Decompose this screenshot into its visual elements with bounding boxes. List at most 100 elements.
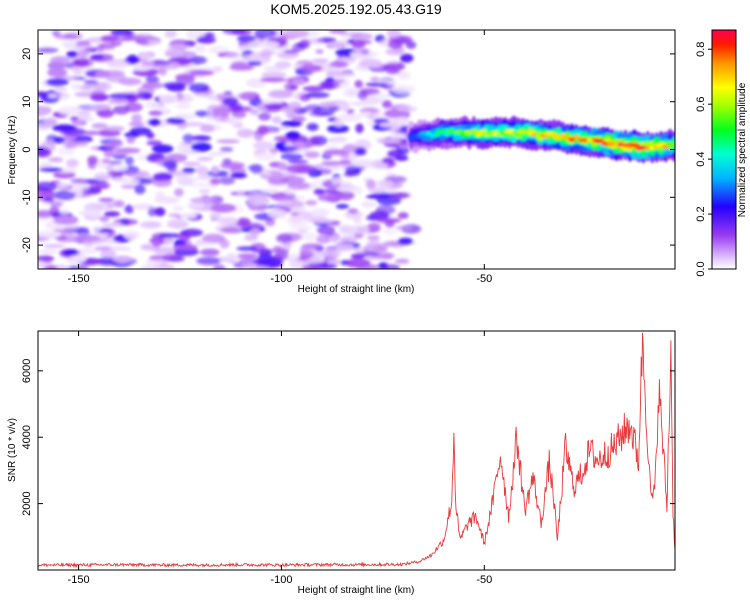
noise-blob [325,144,340,150]
snr-series-line [38,332,675,569]
noise-blob [196,156,214,162]
noise-blob [337,113,362,122]
noise-blob [105,165,115,172]
noise-blob [219,176,235,185]
noise-blob [42,140,56,150]
noise-blob [109,246,132,251]
noise-blob [131,113,143,124]
spectrogram-y-axis-label: Frequency (Hz) [7,116,18,185]
noise-blob [260,50,273,58]
noise-blob [213,264,226,269]
noise-blob [71,57,94,68]
noise-blob [266,127,276,133]
noise-blob [351,40,366,49]
noise-blob [101,222,125,228]
noise-blob [265,219,276,227]
noise-blob [197,175,212,180]
noise-blob [350,253,365,260]
noise-blob [375,204,396,215]
noise-blob [350,101,367,106]
noise-blob [373,118,390,124]
noise-blob [175,102,192,110]
spectrogram-signal-ridge [406,115,675,164]
noise-blob [288,224,313,231]
noise-blob [351,159,378,168]
noise-blob [174,175,199,184]
noise-blob [400,53,414,63]
noise-blob [382,100,392,109]
noise-blob [39,167,64,172]
noise-blob [236,92,257,101]
noise-blob [387,150,403,158]
noise-blob [38,124,52,130]
noise-blob [108,160,123,166]
y-tick-label: 20 [21,48,33,60]
noise-blob [384,109,405,118]
noise-blob [249,227,261,236]
noise-blob [49,206,60,216]
noise-blob [57,147,76,156]
noise-blob [330,41,343,48]
noise-blob [164,49,183,58]
noise-blob [361,143,373,149]
noise-blob [198,188,211,194]
noise-blob [283,49,300,54]
noise-blob [330,136,348,143]
noise-blob [185,30,206,39]
noise-blob [385,48,406,56]
noise-blob [395,225,413,231]
noise-blob [182,167,196,173]
noise-blob [378,179,394,188]
noise-blob [128,121,145,127]
noise-blob [154,207,166,217]
noise-blob [219,238,230,249]
noise-blob [257,41,280,49]
noise-blob [112,105,130,115]
noise-blob [147,118,162,126]
noise-blob [397,212,409,219]
noise-blob [285,112,296,119]
noise-blob [133,33,154,39]
noise-blob [366,241,378,249]
noise-blob [144,39,162,45]
noise-blob [125,30,135,37]
noise-blob [123,230,140,240]
noise-blob [49,201,63,208]
noise-blob [321,160,344,167]
colorbar: 0.0 0.2 0.4 0.6 0.8 Normalized spectral ampl… [695,29,748,277]
noise-blob [359,111,372,117]
noise-blob [191,135,212,142]
spectrogram-noise-layer [38,30,422,269]
noise-blob [229,64,255,71]
noise-blob [38,210,54,218]
x-tick-label: -100 [270,574,292,586]
noise-blob [200,124,215,133]
noise-blob [261,188,280,194]
noise-blob [87,155,98,166]
noise-blob [119,218,130,226]
noise-blob [95,70,111,78]
noise-blob [308,208,330,217]
noise-blob [244,234,259,242]
noise-blob [59,209,70,216]
noise-blob [174,188,184,197]
noise-blob [69,116,79,121]
noise-blob [187,182,212,187]
noise-blob [290,211,299,217]
noise-blob [397,105,418,113]
colorbar-label: Normalized spectral amplitude [737,82,748,217]
noise-blob [48,157,64,163]
noise-blob [176,144,190,153]
noise-blob [227,117,242,126]
noise-blob [354,80,364,89]
noise-blob [365,255,386,261]
noise-blob [292,141,306,148]
noise-blob [140,39,149,45]
noise-blob [353,147,367,156]
noise-blob [120,184,138,189]
noise-blob [134,184,146,195]
noise-blob [65,140,78,149]
noise-blob [383,63,401,70]
noise-blob [124,56,141,65]
